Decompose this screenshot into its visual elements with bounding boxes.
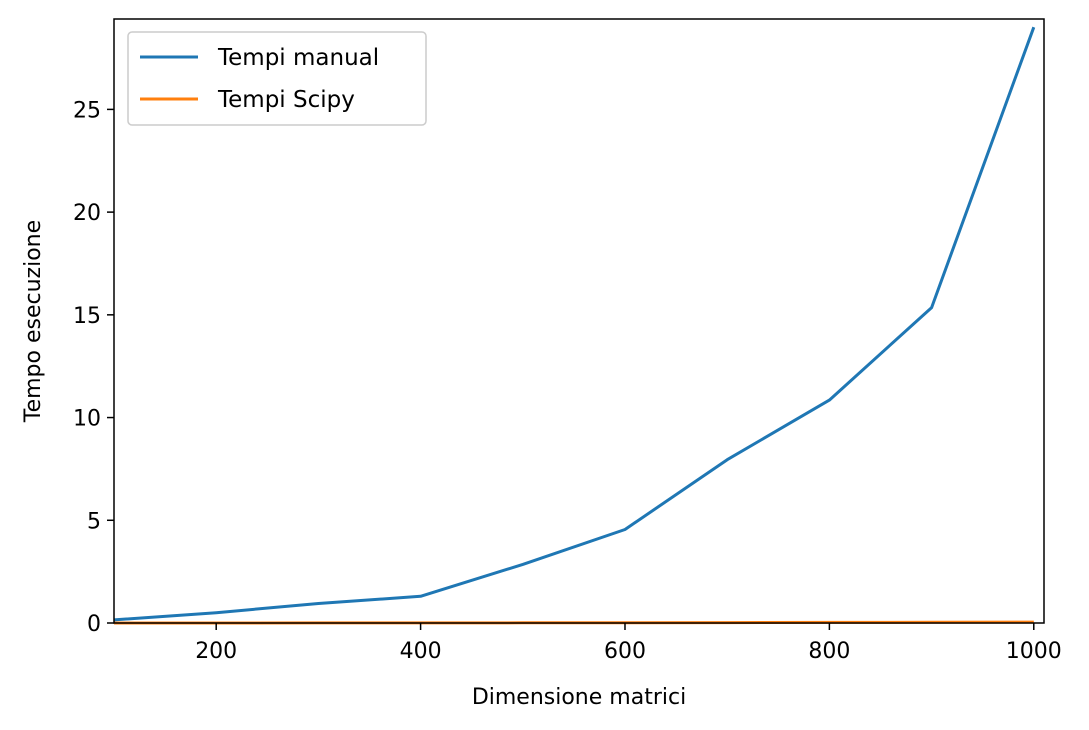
y-tick-label: 10 xyxy=(73,407,101,432)
x-tick-label: 400 xyxy=(400,639,442,664)
y-axis-ticks: 0 5 10 15 20 25 xyxy=(73,98,114,637)
y-axis-label: Tempo esecuzione xyxy=(21,220,46,423)
series-line-tempi-manual xyxy=(113,26,1036,622)
x-tick-label: 200 xyxy=(195,639,237,664)
x-tick-label: 1000 xyxy=(1006,639,1062,664)
legend-label-tempi-scipy: Tempi Scipy xyxy=(217,87,355,113)
y-tick-label: 0 xyxy=(87,612,101,637)
plot-frame xyxy=(113,18,1045,624)
legend-box xyxy=(127,31,427,126)
x-tick-label: 600 xyxy=(604,639,646,664)
x-axis-ticks: 200 400 600 800 1000 xyxy=(195,623,1062,664)
y-tick-label: 20 xyxy=(73,201,101,226)
legend-label-tempi-manual: Tempi manual xyxy=(217,45,379,71)
x-tick-label: 800 xyxy=(808,639,850,664)
x-axis-label: Dimensione matrici xyxy=(472,685,686,710)
legend: Tempi manual Tempi Scipy xyxy=(127,31,427,126)
y-tick-label: 25 xyxy=(73,98,101,123)
y-tick-label: 15 xyxy=(73,304,101,329)
y-tick-label: 5 xyxy=(87,509,101,534)
